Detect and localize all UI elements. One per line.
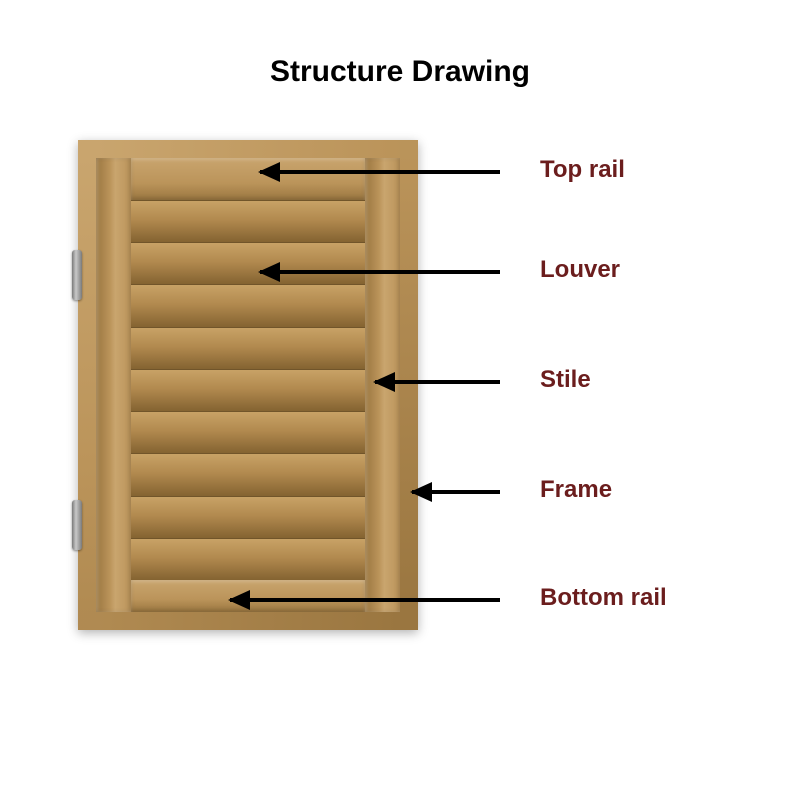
louver-slat	[131, 453, 365, 495]
stile-label: Stile	[540, 366, 591, 394]
stile-left	[96, 158, 131, 612]
bottom_rail-label: Bottom rail	[540, 584, 667, 612]
hinge	[72, 250, 82, 300]
shutter-panel	[96, 158, 400, 612]
louver-label: Louver	[540, 256, 620, 284]
shutter-assembly	[78, 140, 418, 630]
louver-slat	[131, 496, 365, 538]
louver-slat	[131, 284, 365, 326]
top-rail	[131, 158, 365, 200]
louver-slat	[131, 200, 365, 242]
top_rail-label: Top rail	[540, 156, 625, 184]
frame-label: Frame	[540, 476, 612, 504]
louver-slat	[131, 369, 365, 411]
hinge	[72, 500, 82, 550]
louver-slat	[131, 411, 365, 453]
louver-slat	[131, 538, 365, 580]
louver-slat	[131, 327, 365, 369]
louver-area	[131, 200, 365, 580]
louver-slat	[131, 242, 365, 284]
diagram-title: Structure Drawing	[0, 55, 800, 89]
